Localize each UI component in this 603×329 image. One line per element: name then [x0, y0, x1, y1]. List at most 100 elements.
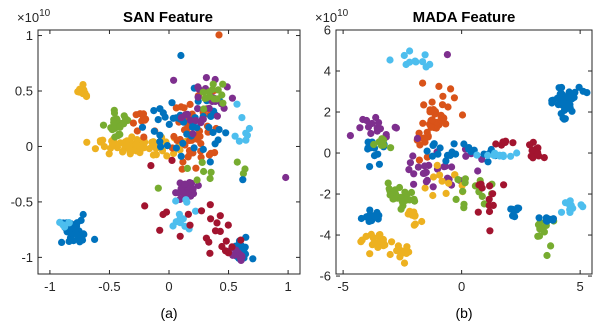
data-point	[91, 236, 98, 243]
data-point	[363, 117, 370, 124]
x-tick-label: -0.5	[98, 279, 120, 294]
data-point	[148, 139, 155, 146]
x-tick-label: -1	[44, 279, 56, 294]
data-point	[237, 237, 244, 244]
data-point	[198, 207, 205, 214]
data-point	[554, 95, 561, 102]
data-point	[547, 242, 554, 249]
data-point	[371, 152, 378, 159]
data-point	[429, 192, 436, 199]
data-point	[473, 152, 480, 159]
y-tick-label: 1	[26, 28, 33, 43]
data-point	[387, 191, 394, 198]
y-tick-label: -4	[319, 228, 331, 243]
data-point	[189, 130, 196, 137]
data-point	[454, 176, 461, 183]
data-point	[207, 175, 214, 182]
data-point	[151, 128, 158, 135]
data-point	[401, 260, 408, 267]
x-tick-label: 0	[458, 279, 465, 294]
data-point	[445, 180, 452, 187]
x-tick-label: 5	[577, 279, 584, 294]
data-point	[183, 199, 190, 206]
data-point	[207, 201, 214, 208]
data-point	[219, 81, 226, 88]
data-point	[558, 84, 565, 91]
data-point	[156, 105, 163, 112]
data-point	[186, 222, 193, 229]
data-point	[211, 95, 218, 102]
data-point	[181, 181, 188, 188]
data-point	[216, 126, 223, 133]
data-point	[200, 105, 207, 112]
data-point	[83, 92, 90, 99]
data-point	[140, 134, 147, 141]
data-point	[365, 123, 372, 130]
data-point	[170, 77, 177, 84]
data-point	[223, 238, 230, 245]
data-point	[453, 196, 460, 203]
data-point	[437, 144, 444, 151]
data-point	[222, 247, 229, 254]
data-point	[419, 80, 426, 87]
data-point	[225, 222, 232, 229]
data-point	[583, 89, 590, 96]
data-point	[513, 206, 520, 213]
data-point	[444, 51, 451, 58]
data-point	[217, 212, 224, 219]
data-point	[562, 115, 569, 122]
data-point	[238, 114, 245, 121]
data-point	[477, 181, 484, 188]
data-point	[502, 138, 509, 145]
data-point	[200, 146, 207, 153]
data-point	[397, 251, 404, 258]
x-tick-label: -5	[337, 279, 349, 294]
data-point	[380, 140, 387, 147]
data-point	[430, 106, 437, 113]
data-point	[123, 141, 130, 148]
data-point	[427, 124, 434, 131]
y-tick-label: -1	[21, 250, 33, 265]
data-point	[408, 189, 415, 196]
data-point	[401, 189, 408, 196]
data-point	[180, 190, 187, 197]
data-point	[399, 198, 406, 205]
data-point	[150, 107, 157, 114]
data-point	[155, 185, 162, 192]
data-point	[419, 120, 426, 127]
data-point	[484, 152, 491, 159]
data-point	[486, 208, 493, 215]
y-tick-label: 0	[324, 146, 331, 161]
data-point	[347, 132, 354, 139]
data-point	[526, 141, 533, 148]
y-tick-label: 2	[324, 105, 331, 120]
data-point	[366, 250, 373, 257]
data-point	[412, 221, 419, 228]
data-point	[492, 140, 499, 147]
data-point	[578, 201, 585, 208]
data-point	[206, 151, 213, 158]
data-point	[448, 163, 455, 170]
data-point	[537, 224, 544, 231]
data-point	[403, 61, 410, 68]
data-point	[490, 202, 497, 209]
data-point	[439, 93, 446, 100]
data-point	[162, 114, 169, 121]
data-point	[191, 144, 198, 151]
data-point	[393, 124, 400, 131]
data-point	[184, 165, 191, 172]
data-point	[561, 107, 568, 114]
data-point	[509, 139, 516, 146]
data-point	[74, 88, 81, 95]
data-point	[367, 130, 374, 137]
data-point	[388, 238, 395, 245]
data-point	[222, 129, 229, 136]
data-point	[185, 211, 192, 218]
data-point	[187, 117, 194, 124]
data-point	[356, 124, 363, 131]
data-point	[210, 81, 217, 88]
y-tick-label: -2	[319, 187, 331, 202]
data-point	[385, 180, 392, 187]
data-point	[242, 137, 249, 144]
data-point	[236, 138, 243, 145]
